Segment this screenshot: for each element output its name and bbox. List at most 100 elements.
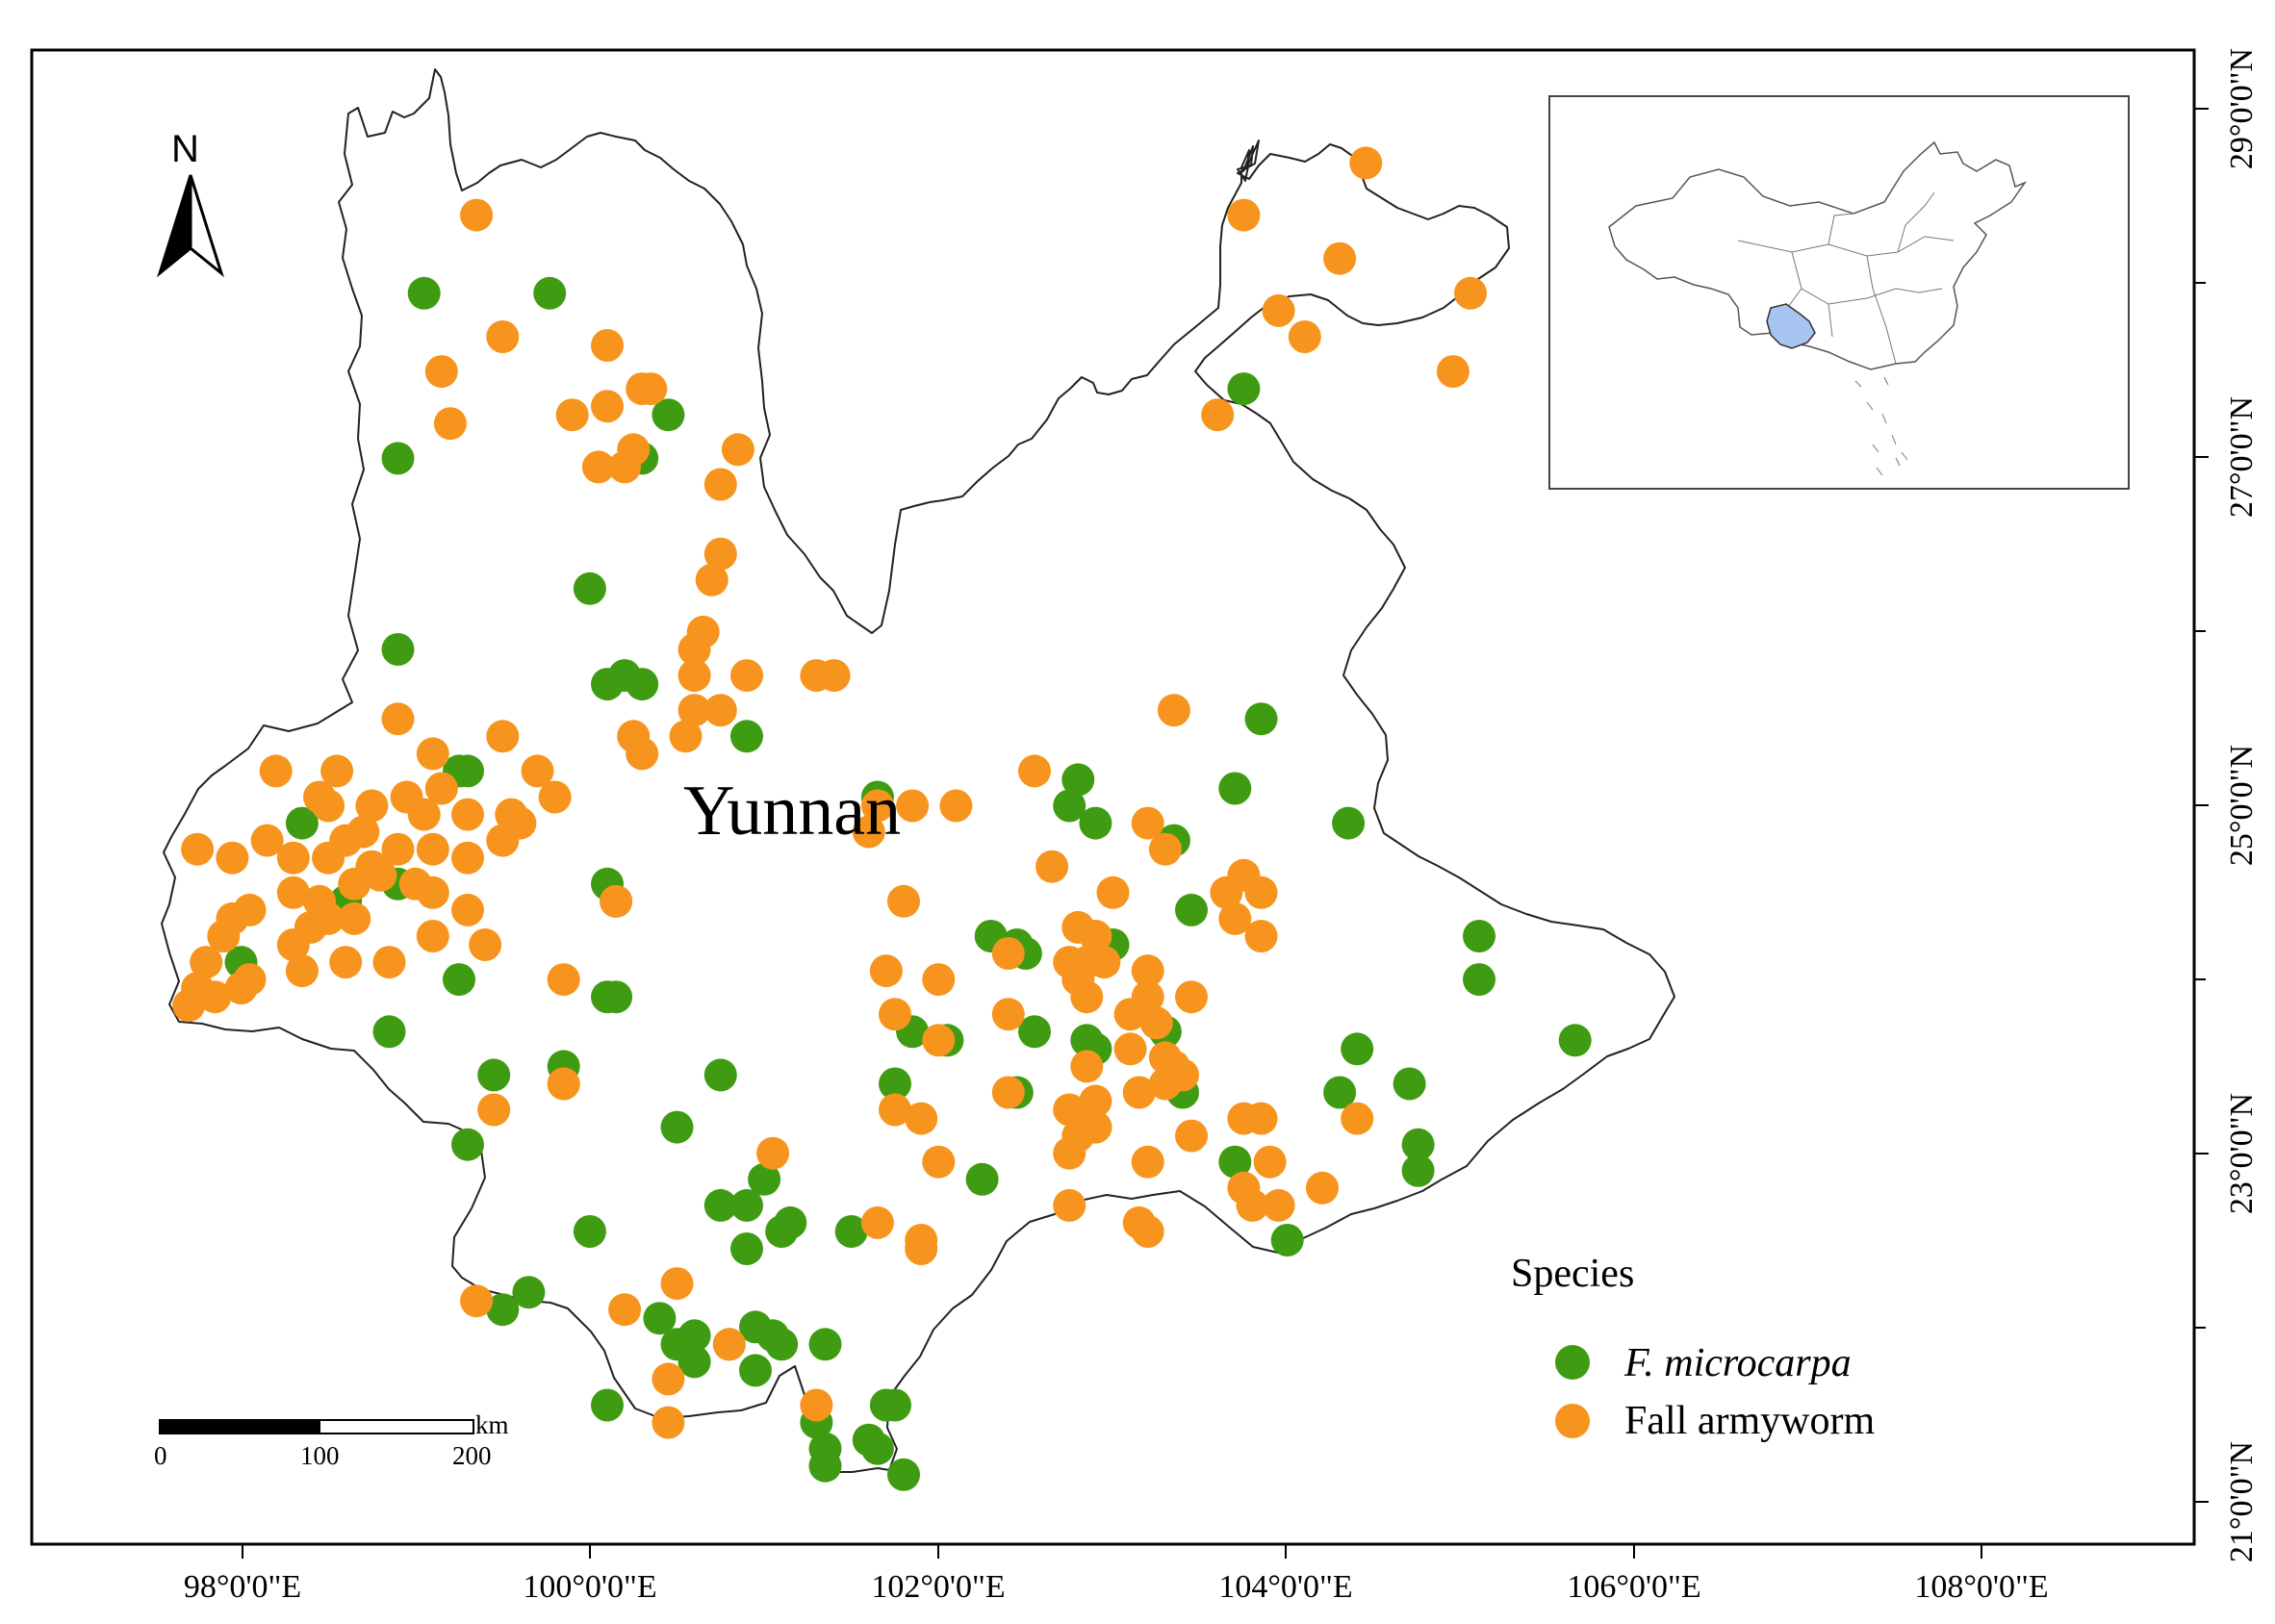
point-f-microcarpa-72	[643, 1302, 677, 1335]
point-fall-armyworm-67	[416, 875, 449, 909]
x-label-100e: 100°0'0"E	[523, 1569, 656, 1605]
y-label-27n: 27°0'0"N	[2224, 396, 2260, 518]
point-f-microcarpa-34	[1079, 806, 1112, 840]
point-fall-armyworm-80	[329, 946, 363, 979]
point-f-microcarpa-24	[477, 1058, 511, 1092]
point-fall-armyworm-30	[1262, 293, 1295, 327]
point-f-microcarpa-55	[1341, 1032, 1374, 1066]
scale-bar-tick-200: 200	[452, 1441, 492, 1470]
point-fall-armyworm-137	[1306, 1171, 1339, 1205]
point-fall-armyworm-145	[991, 1076, 1025, 1109]
point-fall-armyworm-54	[250, 824, 284, 857]
point-f-microcarpa-40	[1175, 893, 1208, 926]
scale-bar-tick-0: 0	[154, 1441, 167, 1470]
occurrence-points	[172, 146, 1592, 1491]
point-f-microcarpa-86	[860, 1432, 894, 1465]
point-fall-armyworm-83	[198, 980, 232, 1014]
point-fall-armyworm-31	[1288, 320, 1321, 353]
point-f-microcarpa-28	[703, 1058, 737, 1092]
north-arrow-left-half	[157, 174, 192, 278]
point-fall-armyworm-7	[555, 398, 589, 432]
point-fall-armyworm-8	[591, 390, 624, 423]
point-fall-armyworm-91	[852, 815, 885, 849]
point-fall-armyworm-86	[547, 963, 580, 997]
point-fall-armyworm-147	[905, 1102, 938, 1135]
point-fall-armyworm-40	[259, 754, 293, 788]
point-f-microcarpa-2	[381, 442, 415, 475]
point-fall-armyworm-99	[1148, 832, 1182, 866]
point-fall-armyworm-140	[887, 884, 920, 918]
point-fall-armyworm-59	[381, 832, 415, 866]
china-outline	[1608, 140, 2028, 370]
point-fall-armyworm-76	[207, 920, 241, 952]
point-f-microcarpa-51	[965, 1162, 999, 1196]
point-f-microcarpa-30	[1218, 772, 1252, 805]
north-label: N	[171, 128, 199, 170]
point-fall-armyworm-165	[294, 910, 327, 944]
legend: Species F. microcarpa Fall armyworm	[1511, 1252, 1875, 1443]
point-fall-armyworm-11	[617, 433, 651, 467]
point-fall-armyworm-130	[1175, 1119, 1208, 1153]
point-fall-armyworm-77	[190, 946, 223, 979]
point-fall-armyworm-148	[922, 1145, 956, 1179]
point-f-microcarpa-71	[834, 1215, 868, 1248]
legend-label-f-microcarpa: F. microcarpa	[1623, 1341, 1852, 1385]
x-label-106e: 106°0'0"E	[1567, 1569, 1700, 1605]
point-f-microcarpa-10	[626, 668, 659, 701]
point-f-microcarpa-81	[591, 1388, 624, 1422]
point-fall-armyworm-135	[1236, 1188, 1269, 1222]
point-f-microcarpa-11	[730, 720, 763, 753]
point-fall-armyworm-21	[703, 694, 737, 727]
point-f-microcarpa-89	[887, 1458, 920, 1491]
point-fall-armyworm-94	[1018, 754, 1051, 788]
point-fall-armyworm-149	[1053, 1188, 1086, 1222]
point-f-microcarpa-9	[591, 668, 624, 701]
point-f-microcarpa-61	[1558, 1024, 1592, 1057]
point-f-microcarpa-22	[600, 980, 633, 1014]
point-f-microcarpa-12	[285, 806, 319, 840]
point-fall-armyworm-15	[695, 563, 729, 596]
point-fall-armyworm-28	[1349, 146, 1383, 180]
point-fall-armyworm-125	[1053, 1093, 1086, 1127]
point-fall-armyworm-65	[364, 858, 397, 892]
point-f-microcarpa-0	[407, 276, 441, 310]
point-f-microcarpa-1	[533, 276, 567, 310]
point-fall-armyworm-136	[1262, 1188, 1295, 1222]
scale-bar-unit: km	[475, 1410, 509, 1439]
point-f-microcarpa-5	[1227, 372, 1261, 406]
point-f-microcarpa-58	[1401, 1154, 1435, 1187]
y-label-29n: 29°0'0"N	[2224, 48, 2260, 169]
point-f-microcarpa-65	[703, 1188, 737, 1222]
y-axis-labels: 29°0'0"N 27°0'0"N 25°0'0"N 23°0'0"N 21°0…	[2224, 48, 2260, 1562]
point-fall-armyworm-35	[381, 702, 415, 736]
point-f-microcarpa-53	[1270, 1224, 1304, 1256]
point-fall-armyworm-103	[1218, 901, 1252, 935]
north-arrow: N	[157, 128, 224, 278]
point-fall-armyworm-70	[233, 893, 267, 926]
region-label-yunnan: Yunnan	[683, 772, 901, 850]
point-f-microcarpa-27	[660, 1110, 694, 1144]
point-fall-armyworm-79	[285, 954, 319, 988]
point-fall-armyworm-104	[1244, 920, 1278, 952]
legend-title: Species	[1511, 1252, 1634, 1296]
point-fall-armyworm-9	[581, 450, 615, 484]
point-fall-armyworm-48	[451, 798, 484, 831]
point-fall-armyworm-37	[416, 737, 449, 771]
point-fall-armyworm-98	[1157, 694, 1190, 727]
scale-bar-black-segment	[159, 1419, 320, 1434]
point-fall-armyworm-164	[407, 798, 441, 831]
point-fall-armyworm-124	[1079, 1084, 1112, 1118]
point-fall-armyworm-166	[922, 1024, 956, 1057]
point-fall-armyworm-134	[1253, 1145, 1287, 1179]
x-label-98e: 98°0'0"E	[184, 1569, 301, 1605]
point-f-microcarpa-75	[677, 1345, 711, 1379]
point-fall-armyworm-38	[521, 754, 554, 788]
point-fall-armyworm-116	[1139, 1006, 1173, 1040]
point-fall-armyworm-106	[1079, 920, 1112, 952]
point-fall-armyworm-163	[547, 1067, 580, 1101]
point-fall-armyworm-24	[626, 737, 659, 771]
point-fall-armyworm-111	[1087, 946, 1121, 979]
point-fall-armyworm-51	[486, 824, 520, 857]
point-f-microcarpa-84	[808, 1449, 842, 1483]
point-f-microcarpa-68	[748, 1162, 781, 1196]
